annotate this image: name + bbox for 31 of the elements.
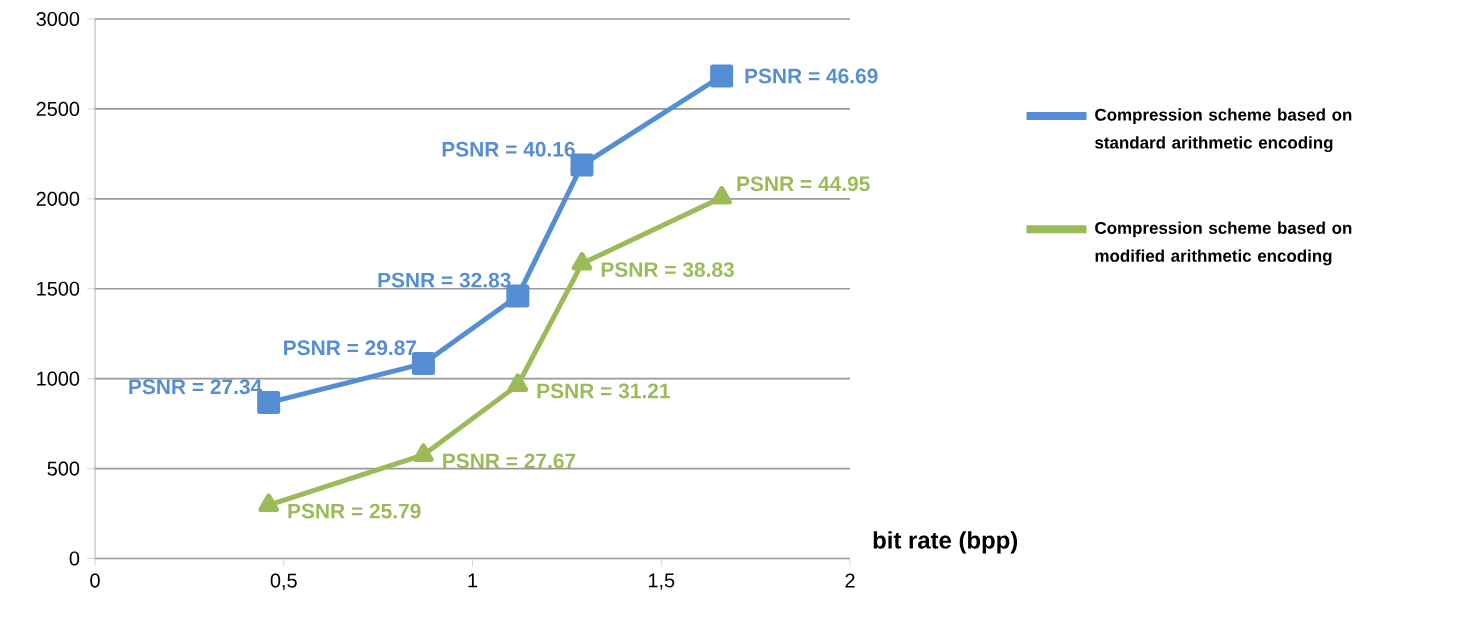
point	[258, 493, 279, 513]
x-axis-title: bit rate (bpp)	[873, 531, 1018, 554]
point	[710, 64, 734, 88]
x-tick-label: 1	[468, 573, 478, 588]
annotation: PSNR = 31.21	[537, 383, 670, 399]
point	[571, 252, 593, 271]
y-tick-label: 1000	[37, 371, 80, 386]
x-tick-label: 0	[90, 573, 100, 588]
y-tick-label: 500	[47, 461, 80, 476]
x-tick-label: 0,5	[270, 573, 297, 591]
annotation: PSNR = 27.34	[129, 379, 263, 395]
y-tick-label: 2500	[36, 101, 80, 116]
annotation: PSNR = 29.87	[284, 340, 417, 356]
legend-label: Compression scheme based on standard arithmetic encoding	[1095, 108, 1352, 153]
y-tick-label: 0	[69, 551, 80, 566]
y-tick-label: 2000	[36, 191, 80, 206]
legend-label: Compression scheme based on modified arithmetic encoding	[1095, 221, 1352, 266]
annotation: PSNR = 46.69	[745, 68, 878, 84]
point	[413, 443, 434, 462]
annotation: PSNR = 38.83	[601, 262, 734, 278]
y-tick-label: 3000	[36, 11, 80, 27]
point	[507, 373, 529, 392]
annotation: PSNR = 40.16	[442, 141, 575, 157]
annotation: PSNR = 32.83	[378, 272, 511, 288]
annotation: PSNR = 44.95	[737, 176, 870, 192]
annotation: PSNR = 27.67	[443, 453, 576, 469]
annotation: PSNR = 25.79	[288, 503, 421, 519]
x-tick-label: 1,5	[648, 573, 675, 590]
point	[711, 186, 732, 205]
y-tick-label: 1500	[37, 281, 80, 296]
x-tick-label: 2	[845, 573, 855, 588]
